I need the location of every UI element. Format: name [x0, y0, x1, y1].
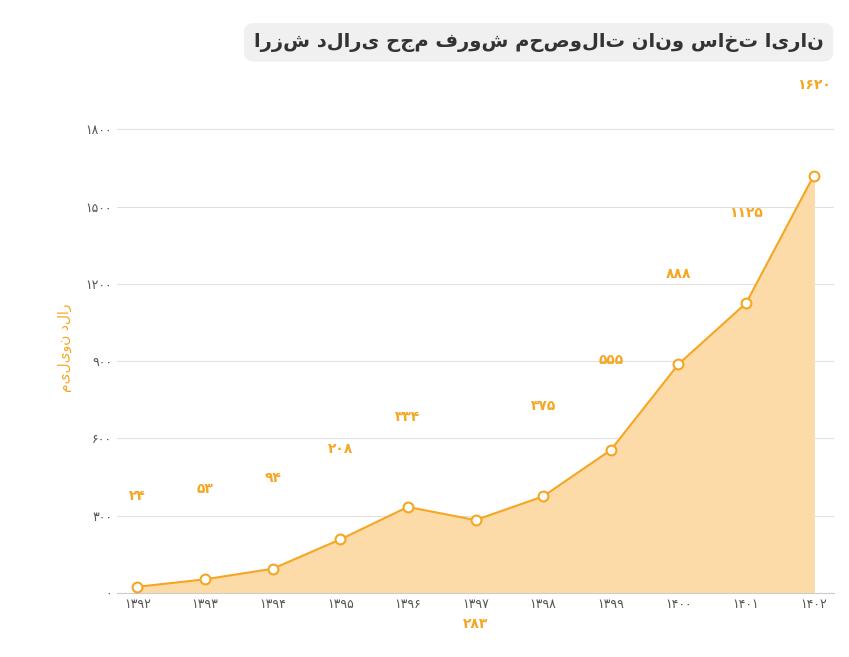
Text: ۳۷۵: ۳۷۵ — [531, 399, 556, 413]
Text: ارزش دلاری حجم فروش محصولات نانو ساخت ایران: ارزش دلاری حجم فروش محصولات نانو ساخت ای… — [254, 33, 824, 52]
Point — [131, 581, 144, 592]
Text: ۵۳: ۵۳ — [197, 482, 213, 496]
Point — [401, 502, 414, 512]
Point — [672, 359, 685, 369]
Text: ۲۴: ۲۴ — [129, 489, 146, 503]
Text: ۲۰۸: ۲۰۸ — [328, 442, 353, 456]
Point — [334, 534, 347, 545]
Y-axis label: میلیون دلار: میلیون دلار — [58, 304, 71, 392]
Point — [469, 515, 482, 526]
Text: ۵۵۵: ۵۵۵ — [599, 353, 623, 367]
Point — [198, 574, 211, 585]
Text: ۸۸۸: ۸۸۸ — [666, 267, 691, 281]
Point — [537, 491, 550, 502]
Text: ۲۸۳: ۲۸۳ — [463, 618, 488, 631]
Point — [739, 298, 753, 308]
Text: ۱۶۲۰: ۱۶۲۰ — [796, 78, 830, 92]
Point — [604, 445, 617, 455]
Text: ۳۳۴: ۳۳۴ — [396, 409, 420, 424]
Point — [807, 170, 820, 181]
Text: ۱۱۲۵: ۱۱۲۵ — [729, 206, 763, 220]
Text: ۹۴: ۹۴ — [264, 472, 281, 486]
Point — [266, 564, 279, 574]
